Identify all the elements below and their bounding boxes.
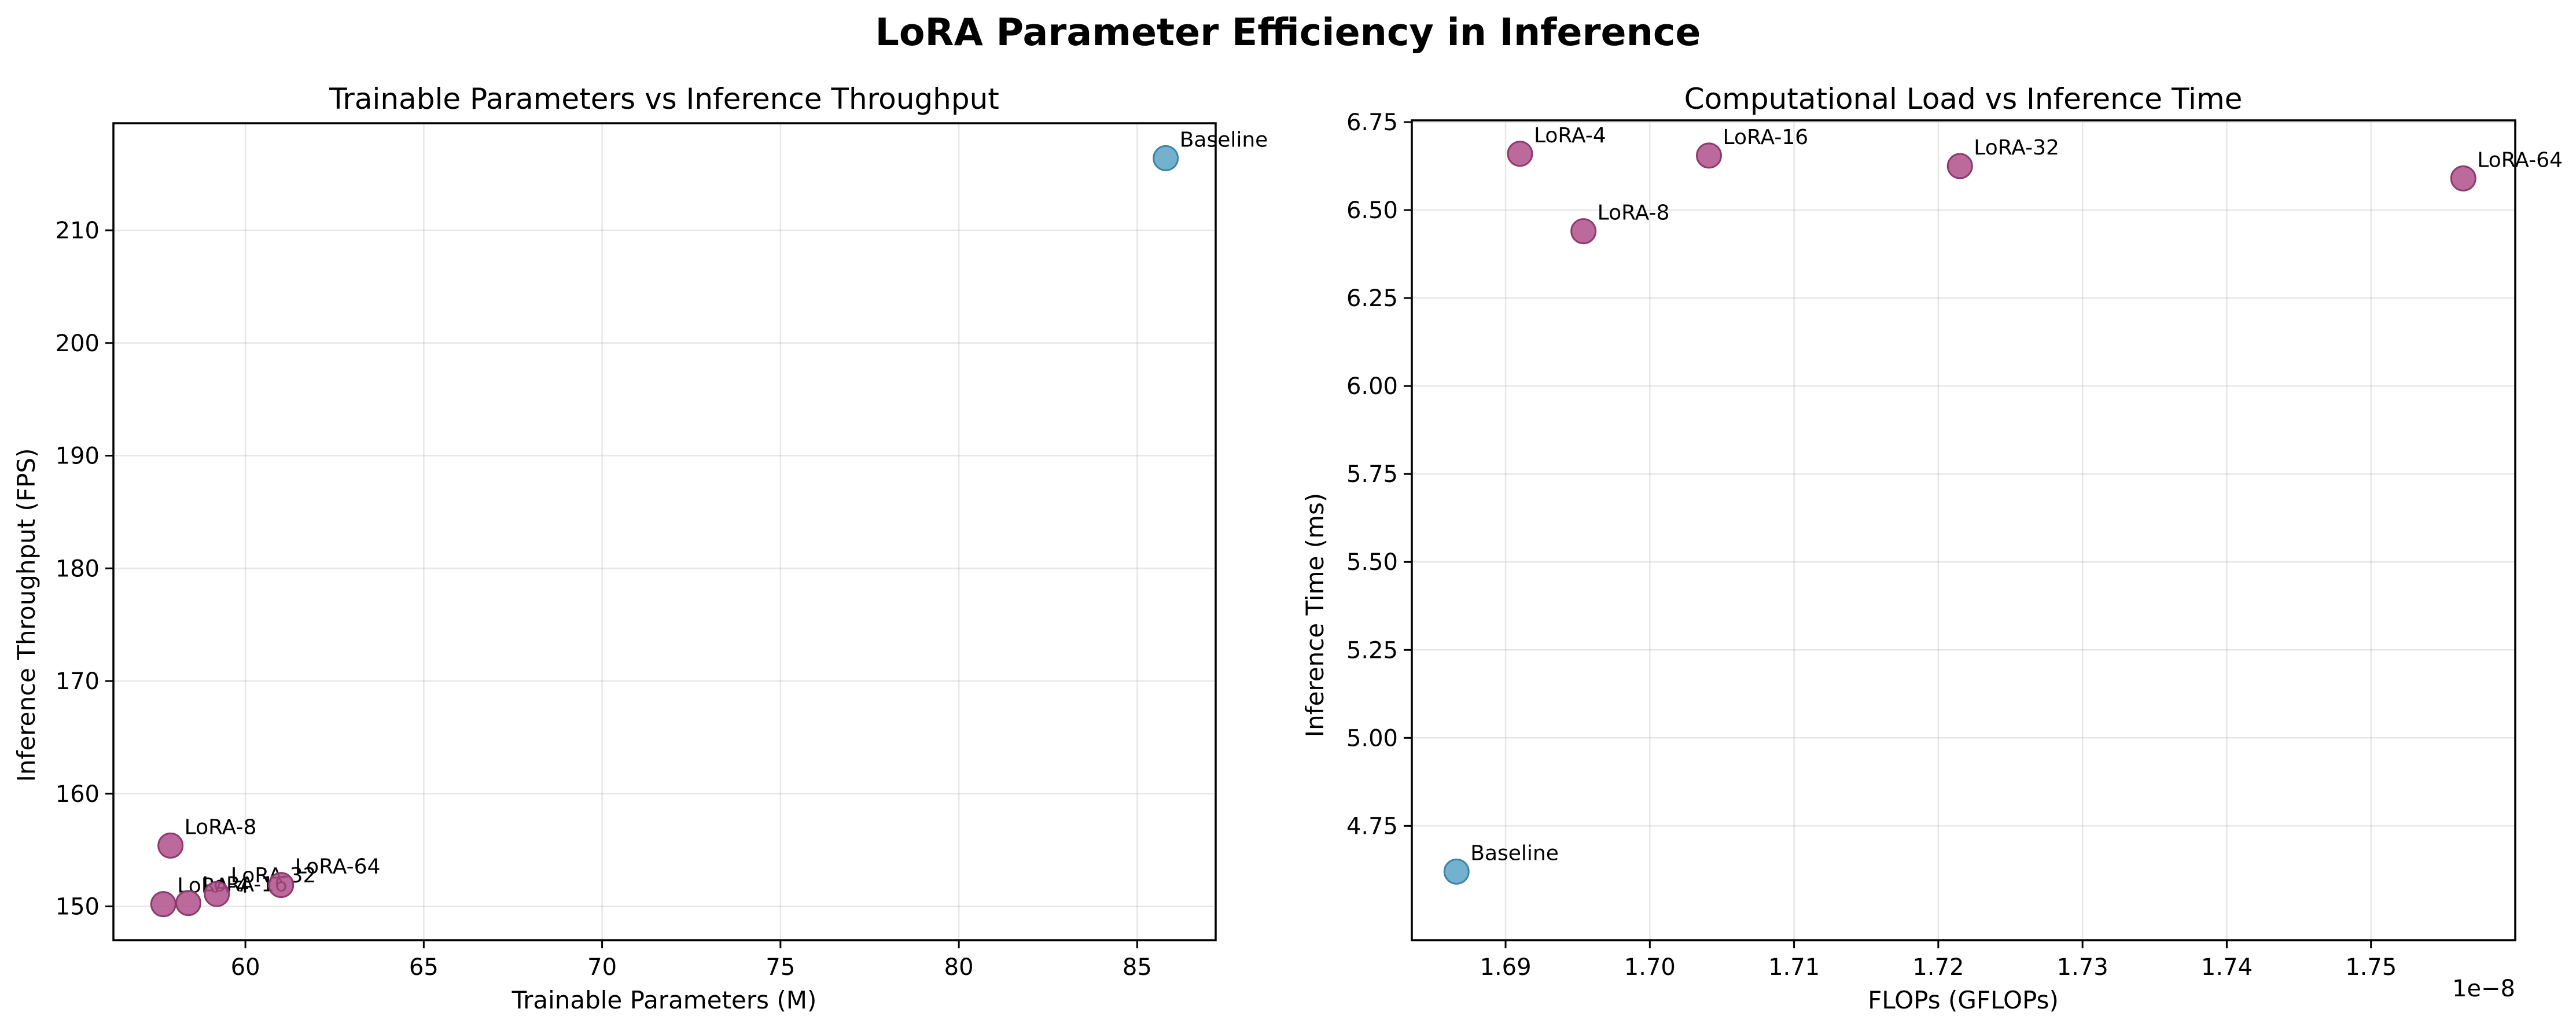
panel-params-vs-throughput: Trainable Parameters vs Inference Throug… xyxy=(12,82,1268,1014)
y-axis-label: Inference Throughput (FPS) xyxy=(12,448,41,782)
y-tick-label: 6.00 xyxy=(1346,373,1398,400)
y-tick-label: 180 xyxy=(56,555,100,582)
scatter-point-lora-4 xyxy=(1507,141,1533,167)
figure-title: LoRA Parameter Efficiency in Inference xyxy=(875,11,1701,54)
scatter-point-baseline xyxy=(1153,145,1179,171)
axis-ticks: 60 65 70 75 80 85 150 160 170 180 190 200 210 xyxy=(56,218,1152,981)
x-axis-offset-label: 1e−8 xyxy=(2452,976,2515,1002)
y-tick-label: 200 xyxy=(56,330,100,357)
y-axis-label: Inference Time (ms) xyxy=(1301,493,1329,737)
y-tick-label: 5.25 xyxy=(1346,637,1398,664)
y-tick-label: 190 xyxy=(56,443,100,470)
panel-title: Trainable Parameters vs Inference Throug… xyxy=(329,82,999,116)
point-annotation-lora-16: LoRA-16 xyxy=(1723,126,1809,149)
x-axis-label: FLOPs (GFLOPs) xyxy=(1868,986,2059,1014)
x-tick-label: 65 xyxy=(409,954,439,981)
y-tick-label: 5.00 xyxy=(1346,725,1398,752)
plot-frame xyxy=(112,122,1217,941)
x-tick-label: 70 xyxy=(587,954,617,981)
x-tick-label: 1.71 xyxy=(1768,954,1820,981)
scatter-point-lora-8 xyxy=(1570,218,1597,245)
point-annotation-baseline: Baseline xyxy=(1180,128,1268,152)
y-tick-label: 4.75 xyxy=(1346,813,1398,840)
x-tick-label: 85 xyxy=(1123,954,1152,981)
y-tick-label: 5.50 xyxy=(1346,549,1398,576)
x-tick-label: 1.70 xyxy=(1624,954,1676,981)
scatter-point-lora-64 xyxy=(2450,165,2476,192)
grid xyxy=(1412,120,2515,940)
scatter-point-lora-32 xyxy=(204,881,230,907)
scatter-point-lora-32 xyxy=(1946,153,1973,179)
point-annotation-lora-64: LoRA-64 xyxy=(295,855,381,879)
x-axis-label: Trainable Parameters (M) xyxy=(511,986,817,1014)
point-annotation-lora-4: LoRA-4 xyxy=(1534,124,1606,148)
y-tick-label: 160 xyxy=(56,781,100,808)
scatter-point-lora-16 xyxy=(1696,142,1723,169)
scatter-point-lora-64 xyxy=(268,872,295,899)
y-tick-label: 5.75 xyxy=(1346,461,1398,488)
scatter-point-lora-4 xyxy=(150,891,176,918)
point-annotation-lora-8: LoRA-8 xyxy=(185,815,257,839)
x-tick-label: 75 xyxy=(766,954,795,981)
axis-ticks: 1.69 1.70 1.71 1.72 1.73 1.74 1.75 4.75 5.00 5.25… xyxy=(1346,109,2397,981)
panel-title: Computational Load vs Inference Time xyxy=(1684,82,2243,116)
x-tick-label: 80 xyxy=(944,954,974,981)
y-tick-label: 170 xyxy=(56,668,100,695)
point-annotation-lora-32: LoRA-32 xyxy=(1974,136,2059,160)
scatter-point-baseline xyxy=(1443,858,1470,885)
point-annotation-baseline: Baseline xyxy=(1470,841,1559,865)
x-tick-label: 1.69 xyxy=(1480,954,1532,981)
scatter-point-lora-16 xyxy=(175,890,201,916)
x-tick-label: 1.72 xyxy=(1912,954,1964,981)
scatter-point-lora-8 xyxy=(157,832,184,859)
y-tick-label: 6.50 xyxy=(1346,197,1398,224)
x-tick-label: 1.75 xyxy=(2345,954,2397,981)
x-tick-label: 1.73 xyxy=(2057,954,2108,981)
point-annotation-lora-8: LoRA-8 xyxy=(1598,201,1670,225)
point-annotation-lora-64: LoRA-64 xyxy=(2477,148,2563,172)
grid xyxy=(113,123,1216,940)
y-tick-label: 150 xyxy=(56,894,100,921)
y-tick-label: 6.75 xyxy=(1346,109,1398,136)
x-tick-label: 1.74 xyxy=(2201,954,2253,981)
y-tick-label: 6.25 xyxy=(1346,285,1398,312)
scatter-points: LoRA-4LoRA-8LoRA-16LoRA-32LoRA-64Baselin… xyxy=(150,128,1268,918)
scatter-points: Baseline LoRA-4 LoRA-8 LoRA-16 LoRA-32 LoRA-6… xyxy=(1443,124,2563,885)
plot-frame xyxy=(1411,119,2516,941)
panel-flops-vs-time: Computational Load vs Inference Time FLO… xyxy=(1301,82,2563,1014)
x-tick-label: 60 xyxy=(231,954,260,981)
y-tick-label: 210 xyxy=(56,218,100,244)
